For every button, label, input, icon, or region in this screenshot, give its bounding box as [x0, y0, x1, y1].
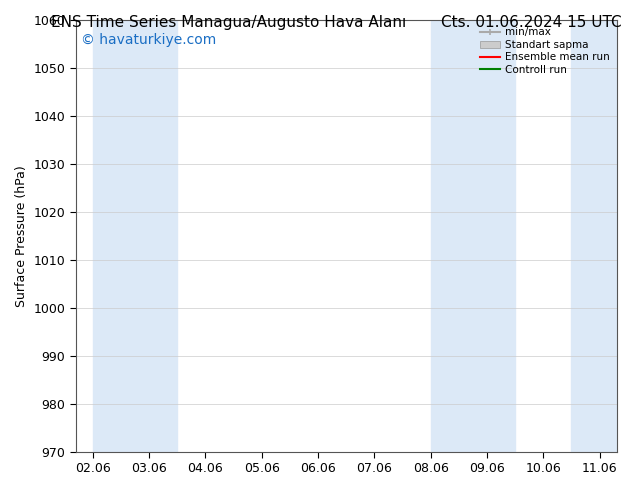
Text: Cts. 01.06.2024 15 UTC: Cts. 01.06.2024 15 UTC — [441, 15, 621, 30]
Bar — [571, 20, 628, 452]
Y-axis label: Surface Pressure (hPa): Surface Pressure (hPa) — [15, 165, 28, 307]
Bar — [430, 20, 515, 452]
Legend: min/max, Standart sapma, Ensemble mean run, Controll run: min/max, Standart sapma, Ensemble mean r… — [476, 23, 614, 79]
Bar — [93, 20, 178, 452]
Text: ENS Time Series Managua/Augusto Hava Alanı: ENS Time Series Managua/Augusto Hava Ala… — [51, 15, 406, 30]
Text: © havaturkiye.com: © havaturkiye.com — [81, 33, 216, 47]
